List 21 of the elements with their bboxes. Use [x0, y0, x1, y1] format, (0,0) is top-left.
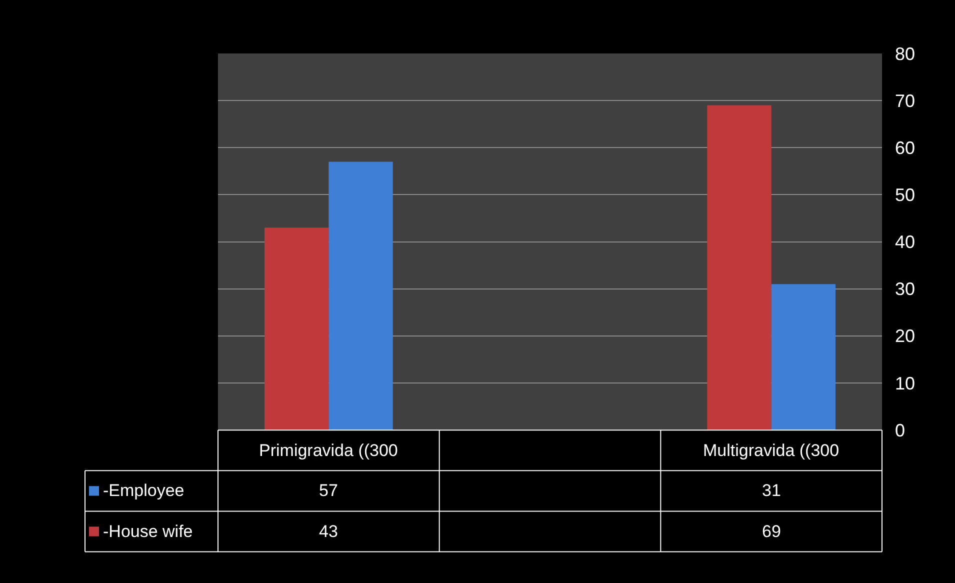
- data-label: 69: [762, 522, 781, 541]
- legend-label: -House wife: [103, 522, 193, 541]
- data-label: 57: [319, 481, 338, 500]
- data-label: 31: [762, 481, 781, 500]
- x-tick-label: Multigravida ((300: [703, 441, 840, 460]
- y-tick-label: 70: [895, 90, 916, 111]
- bar: [707, 105, 772, 430]
- x-tick-label: Primigravida ((300: [259, 441, 398, 460]
- y-tick-label: 20: [895, 326, 916, 346]
- y-tick-label: 30: [895, 279, 916, 300]
- y-tick-label: 0: [895, 420, 906, 440]
- bar: [771, 284, 836, 430]
- bar: [328, 162, 393, 430]
- bar: [264, 228, 329, 430]
- legend-label: -Employee: [103, 481, 184, 500]
- y-tick-label: 60: [895, 138, 916, 158]
- data-label: 43: [319, 522, 338, 541]
- y-tick-label: 40: [895, 232, 916, 252]
- y-tick-label: 10: [895, 373, 916, 394]
- y-tick-label: 80: [895, 44, 916, 64]
- y-tick-label: 50: [895, 184, 916, 205]
